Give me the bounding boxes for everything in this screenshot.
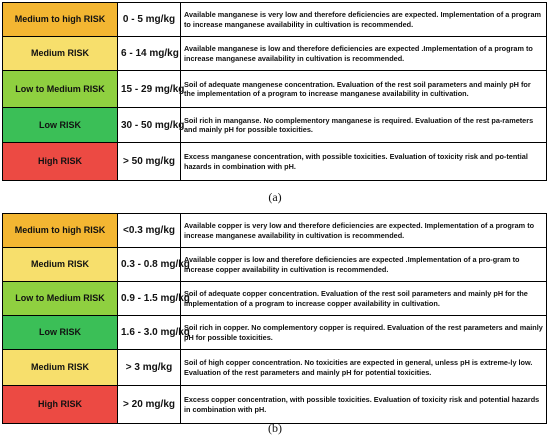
table-row: Low RISK 30 - 50 mg/kg Soil rich in mang… <box>2 107 547 143</box>
range-cell: <0.3 mg/kg <box>117 213 181 248</box>
description-cell: Available copper is low and therefore de… <box>180 247 547 282</box>
range-cell: 0 - 5 mg/kg <box>117 2 181 37</box>
description-cell: Available manganese is very low and ther… <box>180 2 547 37</box>
table-row: High RISK > 20 mg/kg Excess copper conce… <box>2 385 547 424</box>
risk-level-cell: Low RISK <box>2 107 118 143</box>
description-cell: Available copper is very low and therefo… <box>180 213 547 248</box>
description-cell: Soil of adequate mangenese concentration… <box>180 70 547 108</box>
risk-level-cell: High RISK <box>2 385 118 424</box>
table-row: Low RISK 1.6 - 3.0 mg/kg Soil rich in co… <box>2 315 547 350</box>
copper-risk-table: Medium to high RISK <0.3 mg/kg Available… <box>2 213 547 424</box>
caption-a: (a) <box>268 190 282 204</box>
range-cell: > 50 mg/kg <box>117 142 181 181</box>
description-cell: Available manganese is low and therefore… <box>180 36 547 71</box>
description-cell: Soil rich in copper. No complementory co… <box>180 315 547 350</box>
table-row: Medium to high RISK 0 - 5 mg/kg Availabl… <box>2 2 547 37</box>
risk-level-cell: Low to Medium RISK <box>2 70 118 108</box>
manganese-risk-table: Medium to high RISK 0 - 5 mg/kg Availabl… <box>2 2 547 181</box>
risk-level-cell: Medium RISK <box>2 349 118 386</box>
table-row: Medium RISK 6 - 14 mg/kg Available manga… <box>2 36 547 71</box>
risk-level-cell: Low to Medium RISK <box>2 281 118 316</box>
risk-level-cell: Low RISK <box>2 315 118 350</box>
risk-level-cell: Medium RISK <box>2 36 118 71</box>
caption-b: (b) <box>268 421 282 435</box>
table-row: Medium RISK > 3 mg/kg Soil of high coppe… <box>2 349 547 386</box>
range-cell: > 3 mg/kg <box>117 349 181 386</box>
range-cell: 1.6 - 3.0 mg/kg <box>117 315 190 350</box>
risk-level-cell: Medium to high RISK <box>2 2 118 37</box>
range-cell: 15 - 29 mg/kg <box>117 70 184 108</box>
risk-level-cell: High RISK <box>2 142 118 181</box>
range-cell: > 20 mg/kg <box>117 385 181 424</box>
range-cell: 0.9 - 1.5 mg/kg <box>117 281 190 316</box>
table-row: High RISK > 50 mg/kg Excess manganese co… <box>2 142 547 181</box>
table-row: Low to Medium RISK 0.9 - 1.5 mg/kg Soil … <box>2 281 547 316</box>
range-cell: 30 - 50 mg/kg <box>117 107 184 143</box>
description-cell: Soil rich in manganse. No complementory … <box>180 107 547 143</box>
description-cell: Soil of high copper concentration. No to… <box>180 349 547 386</box>
description-cell: Excess manganese concentration, with pos… <box>180 142 547 181</box>
table-row: Medium to high RISK <0.3 mg/kg Available… <box>2 213 547 248</box>
table-row: Low to Medium RISK 15 - 29 mg/kg Soil of… <box>2 70 547 108</box>
description-cell: Soil of adequate copper concentration. E… <box>180 281 547 316</box>
risk-level-cell: Medium RISK <box>2 247 118 282</box>
description-cell: Excess copper concentration, with possib… <box>180 385 547 424</box>
range-cell: 6 - 14 mg/kg <box>117 36 181 71</box>
range-cell: 0.3 - 0.8 mg/kg <box>117 247 190 282</box>
risk-level-cell: Medium to high RISK <box>2 213 118 248</box>
table-row: Medium RISK 0.3 - 0.8 mg/kg Available co… <box>2 247 547 282</box>
